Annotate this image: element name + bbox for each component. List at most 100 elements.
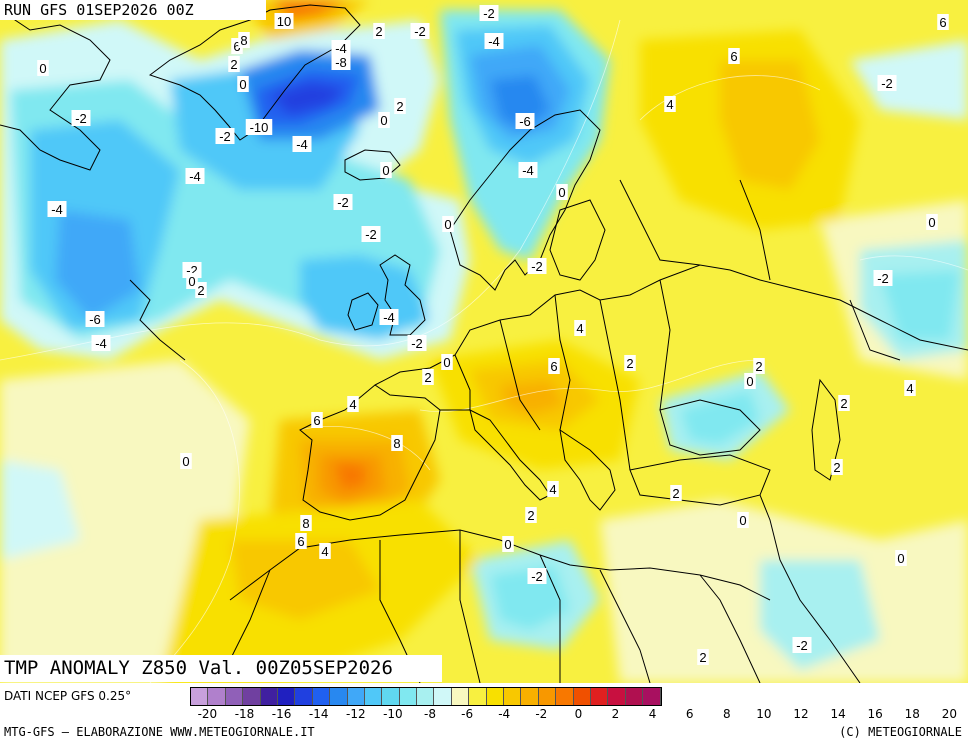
color-scale-tick: -8 [424, 707, 436, 721]
contour-label-text: 6 [550, 359, 557, 374]
contour-label: -2 [479, 5, 499, 21]
contour-label: -10 [245, 119, 273, 135]
contour-label-text: 2 [840, 396, 847, 411]
contour-label-text: -4 [383, 310, 395, 325]
contour-label-text: -4 [51, 202, 63, 217]
contour-label-text: 2 [375, 24, 382, 39]
contour-label-text: 0 [558, 185, 565, 200]
contour-label: 2 [422, 369, 434, 385]
contour-label-text: -4 [95, 336, 107, 351]
color-swatch [573, 688, 591, 705]
color-swatch [295, 688, 313, 705]
contour-label: 2 [195, 282, 207, 298]
color-swatch [451, 688, 470, 705]
color-scale-tick: -16 [271, 707, 292, 721]
contour-label: -4 [379, 309, 399, 325]
contour-label-text: -2 [414, 24, 426, 39]
color-scale-tick: -18 [234, 707, 255, 721]
contour-label: 2 [697, 649, 709, 665]
contour-label: -2 [527, 258, 547, 274]
contour-label: 0 [737, 512, 749, 528]
contour-label: 6 [728, 48, 740, 64]
contour-label: -2 [407, 335, 427, 351]
contour-label: 6 [311, 412, 323, 428]
contour-label: 0 [237, 76, 249, 92]
contour-label: 6 [231, 38, 243, 54]
contour-label: -6 [85, 311, 105, 327]
contour-label: 0 [180, 453, 192, 469]
color-swatch [225, 688, 244, 705]
color-scale-tick: 12 [793, 707, 809, 721]
color-swatch [434, 688, 452, 705]
contour-label: -2 [215, 128, 235, 144]
contour-label-text: 2 [626, 356, 633, 371]
contour-label-text: -2 [531, 569, 543, 584]
contour-label-text: 2 [527, 508, 534, 523]
color-swatch [504, 688, 522, 705]
color-swatch [643, 688, 661, 705]
contour-label-text: 2 [396, 99, 403, 114]
color-scale-tick: -4 [498, 707, 511, 721]
contour-label-text: -2 [411, 336, 423, 351]
contour-label-text: -2 [186, 263, 198, 278]
contour-label: -2 [873, 270, 893, 286]
contour-label-text: -4 [296, 137, 308, 152]
contour-label-text: 2 [833, 460, 840, 475]
contour-label-text: 6 [297, 534, 304, 549]
contour-label-text: 6 [730, 49, 737, 64]
color-scale-tick: -12 [345, 707, 366, 721]
contour-label: 2 [670, 485, 682, 501]
contour-label: -4 [185, 168, 205, 184]
contour-label: 2 [525, 507, 537, 523]
contour-label-text: 6 [313, 413, 320, 428]
color-swatch [382, 688, 400, 705]
contour-label: 0 [502, 536, 514, 552]
contour-label: 4 [904, 380, 916, 396]
contour-label: -8 [331, 54, 351, 70]
contour-label-text: 4 [576, 321, 583, 336]
contour-label: -2 [410, 23, 430, 39]
contour-label: -4 [331, 40, 351, 56]
color-scale-tick: -14 [308, 707, 329, 721]
contour-label-text: -4 [335, 41, 347, 56]
temperature-anomaly-map: 10 2 -2 -2 6 6 8 2 0 0 -4 -8 -4 6 -2 2 0 4 -2 -10 -2 -6 -4 -4 0-… [0, 0, 968, 683]
contour-label-text: -8 [335, 55, 347, 70]
contour-label: 0 [441, 354, 453, 370]
contour-label-text: -10 [250, 120, 269, 135]
contour-label: 4 [547, 481, 559, 497]
contour-label-text: 8 [393, 436, 400, 451]
contour-label-text: 0 [928, 215, 935, 230]
contour-label-text: -4 [189, 169, 201, 184]
contour-label: -2 [792, 637, 812, 653]
legend-panel: DATI NCEP GFS 0.25° -20 -18 -16 -14 -12 -10 -8… [0, 683, 968, 745]
contour-label-text: 4 [349, 397, 356, 412]
color-swatch [243, 688, 261, 705]
contour-label: -4 [484, 33, 504, 49]
color-swatch [625, 688, 644, 705]
contour-label: -4 [47, 201, 67, 217]
color-swatch [277, 688, 296, 705]
color-swatch [399, 688, 418, 705]
contour-label-text: 0 [504, 537, 511, 552]
contour-label-text: -2 [796, 638, 808, 653]
contour-label: 4 [574, 320, 586, 336]
contour-label-text: 2 [197, 283, 204, 298]
contour-label: 2 [838, 395, 850, 411]
contour-label: 10 [274, 13, 294, 29]
contour-label-text: -2 [483, 6, 495, 21]
color-scale-tick: 8 [722, 707, 731, 721]
color-swatch [260, 688, 278, 705]
contour-label: 8 [238, 32, 250, 48]
contour-label-text: -2 [337, 195, 349, 210]
contour-label-text: 10 [277, 14, 291, 29]
contour-label: 0 [37, 60, 49, 76]
color-scale-tick: 0 [574, 707, 583, 721]
contour-label: 0 [442, 216, 454, 232]
contour-label: -4 [292, 136, 312, 152]
color-swatch [590, 688, 609, 705]
contour-label: 2 [228, 56, 240, 72]
anomaly-field [0, 0, 968, 683]
contour-label-text: 0 [380, 113, 387, 128]
contour-label-text: 0 [188, 274, 195, 289]
variable-title: TMP ANOMALY Z850 Val. 00Z05SEP2026 [0, 655, 442, 682]
